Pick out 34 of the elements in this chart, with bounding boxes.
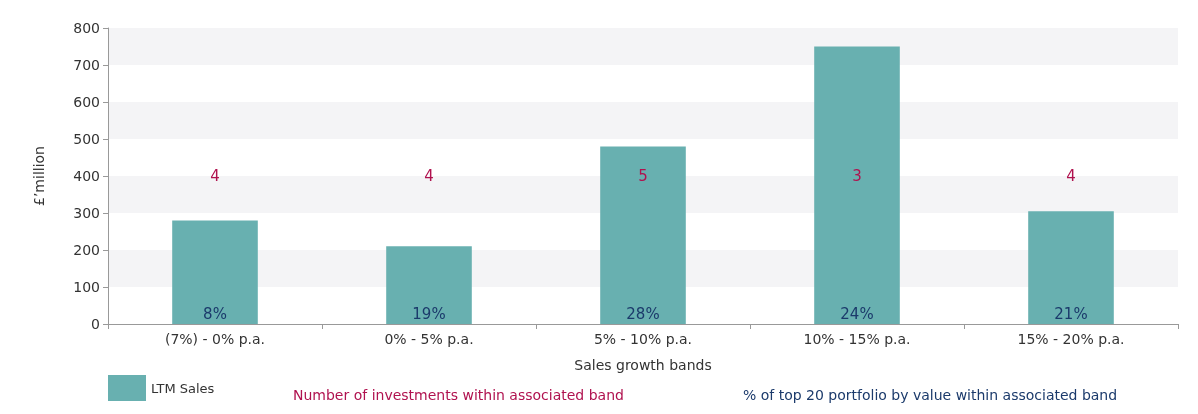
annotation: 24% [840, 304, 874, 323]
y-tick-label: 600 [73, 94, 100, 110]
y-tick-label: 300 [73, 205, 100, 221]
annotation: 19% [412, 304, 446, 323]
x-tick-label: (7%) - 0% p.a. [164, 331, 266, 347]
annotation: 4 [210, 167, 220, 185]
annotation: 21% [1054, 304, 1088, 323]
x-tick-label: 0% - 5% p.a. [384, 331, 474, 347]
annotation: 3 [852, 167, 862, 185]
y-axis-title: £’million [31, 146, 47, 206]
y-tick-label: 700 [73, 57, 100, 73]
legend-label: LTM Sales [151, 380, 215, 396]
annotation: 8% [203, 304, 227, 323]
bar [600, 146, 686, 324]
y-tick-label: 400 [73, 168, 100, 184]
y-tick-label: 0 [91, 316, 100, 332]
bar [172, 220, 258, 324]
x-axis-title: Sales growth bands [574, 357, 712, 373]
text: Number of investments within associated band [293, 387, 624, 403]
y-tick-label: 200 [73, 242, 100, 258]
annotation: 5 [638, 167, 648, 185]
x-tick-label: 15% - 20% p.a. [1017, 331, 1125, 347]
annotation: 4 [424, 167, 434, 185]
bar [814, 46, 900, 324]
x-tick-label: 10% - 15% p.a. [803, 331, 911, 347]
annotation: 4 [1066, 167, 1076, 185]
text: % of top 20 portfolio by value within associated band [743, 387, 1118, 403]
bar [386, 246, 472, 324]
y-tick-label: 100 [73, 279, 100, 295]
y-tick-label: 800 [73, 20, 100, 36]
annotation: 28% [626, 304, 660, 323]
bar [1028, 211, 1114, 324]
y-tick-label: 500 [73, 131, 100, 147]
x-tick-label: 5% - 10% p.a. [593, 331, 693, 347]
